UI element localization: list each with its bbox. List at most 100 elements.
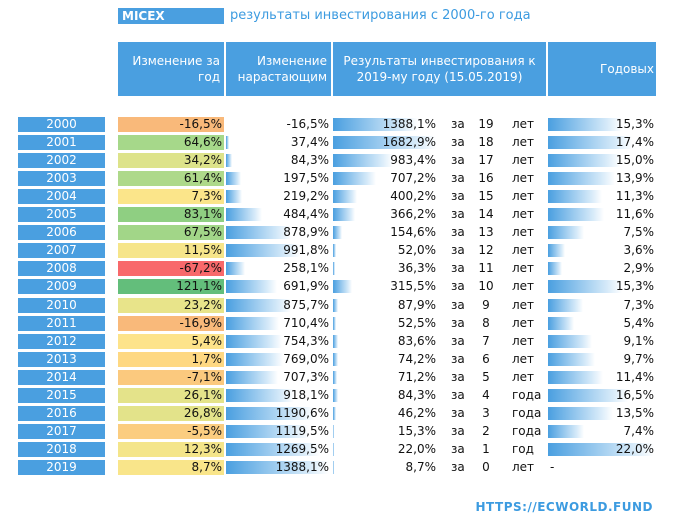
- annual-value: 7,4%: [623, 424, 655, 438]
- result-bar: [333, 371, 338, 384]
- annual-bar: [548, 317, 575, 330]
- result-bar: [333, 226, 343, 239]
- result-bar: [333, 154, 394, 167]
- result-value: 74,2%: [397, 352, 436, 366]
- year-label: 2012: [18, 334, 105, 349]
- years-count: 1: [482, 442, 490, 456]
- years-unit: года: [512, 424, 542, 438]
- years-unit: года: [512, 388, 542, 402]
- annual-value: 15,0%: [615, 153, 654, 167]
- za-label: за: [451, 406, 465, 420]
- cumulative-bar: [226, 136, 229, 149]
- annual-bar: [548, 443, 654, 456]
- cumulative-cell: 84,3%: [226, 153, 331, 168]
- result-cell: 84,3%: [333, 388, 438, 403]
- cumulative-value: 754,3%: [283, 334, 329, 348]
- years-unit: лет: [512, 316, 535, 330]
- cumulative-bar: [226, 172, 241, 185]
- annual-bar: [548, 262, 562, 275]
- change-cell: 34,2%: [118, 153, 224, 168]
- annual-bar: [548, 353, 595, 366]
- change-cell: 26,1%: [118, 388, 224, 403]
- annual-bar: [548, 154, 621, 167]
- za-label: за: [451, 316, 465, 330]
- change-cell: -16,5%: [118, 117, 224, 132]
- cumulative-cell: 1388,1%: [226, 460, 331, 475]
- cumulative-bar: [226, 425, 310, 438]
- year-label: 2000: [18, 117, 105, 132]
- header-annual: Годовых: [548, 42, 656, 96]
- annual-cell: 2,9%: [548, 261, 656, 276]
- annual-cell: 11,3%: [548, 189, 656, 204]
- za-label: за: [451, 334, 465, 348]
- annual-bar: [548, 407, 614, 420]
- years-count: 18: [478, 135, 494, 149]
- change-cell: 8,7%: [118, 460, 224, 475]
- cumulative-cell: 878,9%: [226, 225, 331, 240]
- result-bar: [333, 299, 339, 312]
- years-unit: лет: [512, 352, 535, 366]
- annual-cell: 22,0%: [548, 442, 656, 457]
- za-label: за: [451, 189, 465, 203]
- annual-cell: 13,5%: [548, 406, 656, 421]
- years-count: 4: [482, 388, 490, 402]
- cumulative-cell: 754,3%: [226, 334, 331, 349]
- za-label: за: [451, 424, 465, 438]
- cumulative-bar: [226, 407, 315, 420]
- result-value: 707,2%: [390, 171, 436, 185]
- change-cell: 67,5%: [118, 225, 224, 240]
- cumulative-bar: [226, 299, 291, 312]
- header-result: Результаты инвестирования к 2019-му году…: [333, 42, 546, 96]
- change-cell: 121,1%: [118, 279, 224, 294]
- cumulative-bar: [226, 208, 262, 221]
- result-cell: 83,6%: [333, 334, 438, 349]
- annual-value: 11,4%: [615, 370, 654, 384]
- years-unit: лет: [512, 243, 535, 257]
- result-bar: [333, 190, 358, 203]
- result-cell: 1682,9%: [333, 135, 438, 150]
- cumulative-bar: [226, 335, 282, 348]
- footer-link[interactable]: HTTPS://ECWORLD.FUND: [475, 500, 653, 514]
- years-count: 19: [478, 117, 494, 131]
- result-value: 36,3%: [397, 261, 436, 275]
- annual-cell: 9,1%: [548, 334, 656, 349]
- years-count: 11: [478, 261, 494, 275]
- years-unit: лет: [512, 298, 535, 312]
- annual-value: 9,1%: [623, 334, 655, 348]
- years-unit: лет: [512, 171, 535, 185]
- annual-cell: -: [548, 460, 656, 475]
- cumulative-bar: [226, 244, 300, 257]
- cumulative-cell: 918,1%: [226, 388, 331, 403]
- annual-cell: 13,9%: [548, 171, 656, 186]
- annual-bar: [548, 208, 604, 221]
- years-unit: лет: [512, 279, 535, 293]
- result-cell: 315,5%: [333, 279, 438, 294]
- result-cell: 36,3%: [333, 261, 438, 276]
- annual-value: 7,3%: [623, 298, 655, 312]
- change-cell: 7,3%: [118, 189, 224, 204]
- years-count: 6: [482, 352, 490, 366]
- za-label: за: [451, 225, 465, 239]
- year-label: 2019: [18, 460, 105, 475]
- year-label: 2018: [18, 442, 105, 457]
- annual-value: 15,3%: [615, 279, 654, 293]
- result-bar: [333, 172, 377, 185]
- years-count: 9: [482, 298, 490, 312]
- years-unit: лет: [512, 370, 535, 384]
- result-value: 983,4%: [390, 153, 436, 167]
- za-label: за: [451, 279, 465, 293]
- annual-value: 13,5%: [615, 406, 654, 420]
- result-value: 154,6%: [390, 225, 436, 239]
- cumulative-cell: 769,0%: [226, 352, 331, 367]
- cumulative-cell: 991,8%: [226, 243, 331, 258]
- year-label: 2005: [18, 207, 105, 222]
- year-label: 2001: [18, 135, 105, 150]
- years-count: 0: [482, 460, 490, 474]
- years-unit: лет: [512, 460, 535, 474]
- cumulative-value: -16,5%: [286, 117, 329, 131]
- cumulative-cell: 710,4%: [226, 316, 331, 331]
- cumulative-value: 37,4%: [290, 135, 329, 149]
- result-cell: 52,5%: [333, 316, 438, 331]
- result-cell: 74,2%: [333, 352, 438, 367]
- cumulative-value: 219,2%: [283, 189, 329, 203]
